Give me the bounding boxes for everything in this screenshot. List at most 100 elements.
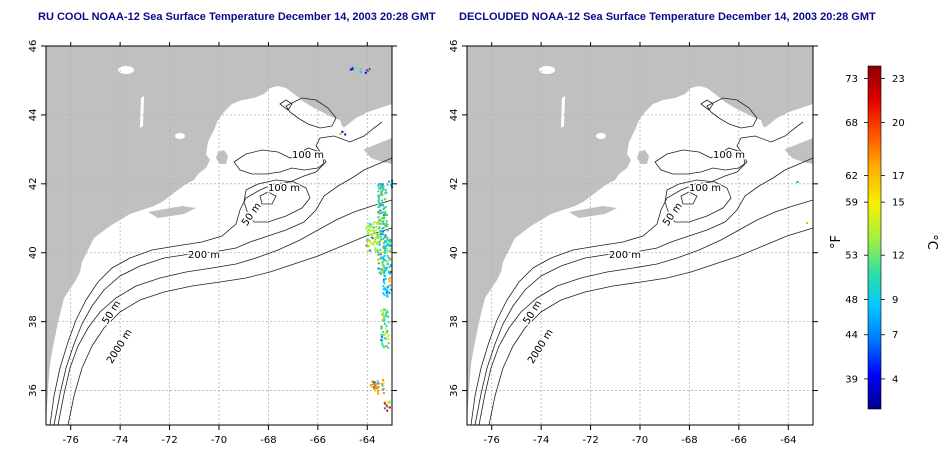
sst-pixel	[380, 202, 383, 205]
sst-pixel	[384, 211, 387, 214]
sst-pixel	[378, 231, 381, 234]
sst-pixel	[373, 221, 376, 224]
colorbar-c-label: 4	[892, 374, 898, 385]
sst-pixel	[371, 223, 374, 225]
sst-pixel	[384, 327, 387, 330]
contour-label: 100 m	[292, 150, 324, 161]
sst-pixel	[372, 386, 375, 389]
sst-pixel	[382, 280, 385, 283]
sst-pixel	[384, 210, 387, 213]
sst-pixel	[386, 286, 389, 289]
contour-label: 100 m	[268, 183, 300, 194]
sst-pixel	[384, 259, 387, 262]
colorbar-f-label: 59	[845, 198, 858, 209]
sst-pixel	[372, 233, 375, 236]
sst-pixel	[380, 325, 383, 328]
sst-pixel	[384, 189, 387, 191]
sst-pixel	[382, 247, 385, 249]
sst-pixel	[367, 232, 370, 235]
sst-pixel	[377, 382, 380, 385]
sst-pixel	[382, 187, 385, 190]
sst-pixel	[383, 266, 386, 269]
sst-pixel	[374, 247, 377, 250]
sst-pixel	[387, 342, 390, 345]
sst-pixel	[377, 201, 380, 204]
lat-tick-label: 42	[28, 177, 39, 190]
sst-pixel	[378, 203, 381, 206]
sst-pixel	[386, 295, 389, 298]
sst-pixel	[388, 406, 391, 409]
sst-pixel	[388, 256, 390, 259]
sst-pixel	[388, 402, 391, 405]
sst-pixel	[382, 320, 385, 322]
sst-pixel	[379, 248, 382, 251]
colorbar-c-label: 17	[892, 171, 905, 182]
sst-pixel	[376, 221, 379, 224]
sst-pixel	[382, 263, 385, 266]
colorbar-c-label: 7	[892, 330, 898, 341]
sst-pixel	[386, 260, 389, 263]
sst-pixel	[377, 392, 380, 395]
sst-pixel	[379, 183, 382, 185]
sst-pixel	[377, 216, 380, 219]
sst-pixel	[377, 258, 379, 261]
sst-pixel	[344, 133, 347, 136]
sst-pixel	[380, 231, 383, 234]
sst-pixel	[383, 254, 386, 257]
sst-pixel	[385, 222, 388, 225]
sst-pixel	[385, 324, 388, 327]
sst-pixel	[384, 345, 387, 348]
sst-pixel	[380, 192, 383, 195]
sst-pixel	[375, 225, 378, 228]
sst-pixel	[379, 230, 382, 232]
colorbar-f-label: 44	[845, 330, 858, 341]
sst-pixel	[386, 224, 389, 227]
sst-pixel	[388, 258, 391, 261]
sst-pixel	[383, 269, 386, 272]
colorbar-f-label: 39	[845, 374, 858, 385]
sst-pixel	[379, 211, 382, 213]
sst-pixel	[377, 211, 379, 214]
sst-pixel	[384, 224, 387, 227]
sst-pixel	[382, 251, 385, 254]
sst-pixel	[374, 248, 377, 251]
sst-pixel	[380, 327, 383, 330]
sst-pixel	[382, 211, 385, 214]
sst-pixel	[384, 241, 387, 244]
sst-pixels	[339, 66, 394, 412]
sst-pixel	[370, 385, 373, 388]
sst-pixel	[381, 382, 384, 385]
depth-contour	[233, 147, 327, 175]
sst-pixel	[380, 333, 383, 336]
sst-pixel	[382, 388, 385, 390]
sst-pixel	[368, 239, 371, 242]
sst-pixel	[383, 322, 386, 325]
sst-pixel	[374, 390, 377, 393]
depth-contour	[67, 227, 393, 426]
sst-pixel	[384, 315, 387, 318]
colorbar-c-label: 12	[892, 251, 905, 262]
sst-pixel	[380, 185, 383, 188]
sst-pixel	[389, 247, 392, 250]
sst-pixel	[384, 234, 387, 237]
sst-pixel	[377, 253, 380, 256]
sst-pixel	[386, 310, 389, 313]
sst-pixel	[375, 232, 378, 235]
sst-pixel	[373, 388, 376, 391]
sst-pixel	[382, 226, 385, 229]
sst-pixel	[383, 333, 386, 336]
sst-pixel	[380, 271, 383, 273]
sst-pixel	[382, 214, 385, 217]
sst-pixel	[378, 252, 381, 255]
sst-pixel	[383, 241, 386, 244]
sst-pixel	[366, 238, 369, 241]
sst-pixel	[388, 266, 391, 268]
sst-pixel	[371, 380, 374, 383]
sst-pixel	[377, 227, 380, 230]
sst-pixel	[381, 344, 384, 347]
sst-pixel	[380, 217, 382, 220]
sst-pixel	[385, 266, 388, 269]
sst-pixel	[386, 248, 389, 251]
sst-pixel	[386, 251, 389, 254]
sst-pixel	[380, 309, 383, 312]
